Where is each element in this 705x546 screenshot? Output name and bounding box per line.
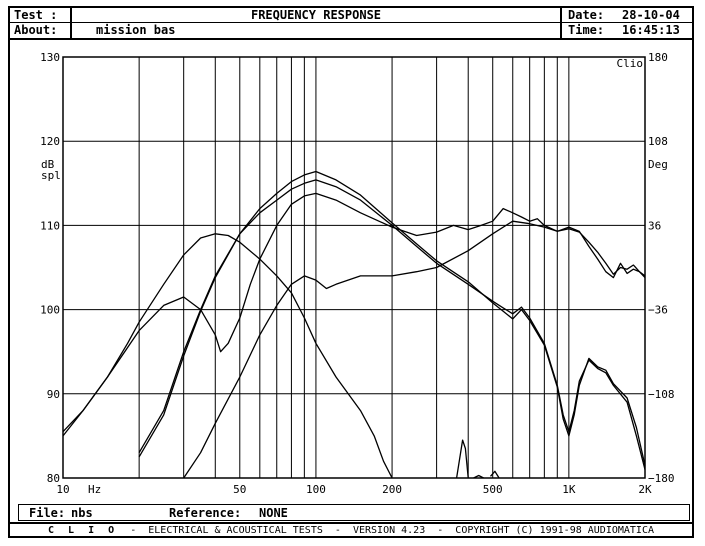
y-tick-label: 90 <box>47 388 60 401</box>
y-tick-label: 100 <box>40 304 60 317</box>
clio-corner-label: Clio <box>617 57 644 70</box>
file-value: nbs <box>71 506 93 520</box>
x-tick-label: 100 <box>306 483 326 496</box>
y-axis-unit-label: spl <box>41 169 61 182</box>
y2-axis-label: Deg <box>648 158 668 171</box>
header-divider <box>560 8 562 38</box>
date-label: Date: <box>568 8 605 22</box>
response-curve <box>455 439 469 479</box>
response-curve <box>138 179 646 470</box>
header: Test : FREQUENCY RESPONSE About: mission… <box>10 8 692 40</box>
header-row-divider <box>10 22 692 23</box>
response-curve <box>62 233 393 479</box>
clio-window: Test : FREQUENCY RESPONSE About: mission… <box>8 6 694 538</box>
y2-tick-label: −36 <box>648 304 668 317</box>
y2-tick-label: 180 <box>648 51 668 64</box>
series-layer <box>62 170 646 479</box>
reference-value: NONE <box>259 506 288 520</box>
x-tick-label: 10 <box>56 483 69 496</box>
header-divider <box>70 8 72 38</box>
copyright-bar: C L I O - ELECTRICAL & ACOUSTICAL TESTS … <box>10 522 692 536</box>
about-label: About: <box>14 23 58 37</box>
response-curve <box>138 170 646 466</box>
plot-border <box>62 56 646 479</box>
x-axis-unit-label: Hz <box>88 483 101 496</box>
chart-title: FREQUENCY RESPONSE <box>250 8 382 22</box>
file-label: File: <box>29 506 66 520</box>
x-tick-label: 50 <box>233 483 246 496</box>
x-tick-label: 500 <box>483 483 503 496</box>
response-curve <box>62 192 646 437</box>
time-label: Time: <box>568 23 605 37</box>
test-label: Test : <box>14 8 58 22</box>
chart-grid <box>62 56 646 479</box>
x-tick-label: 2K <box>638 483 652 496</box>
y2-tick-label: 108 <box>648 135 668 148</box>
y2-tick-label: 36 <box>648 219 661 232</box>
y-tick-label: 80 <box>47 472 60 485</box>
copyright-text: - ELECTRICAL & ACOUSTICAL TESTS - VERSIO… <box>130 525 654 536</box>
y-tick-label: 120 <box>40 135 60 148</box>
time-value: 16:45:13 <box>622 23 680 37</box>
x-tick-label: 1K <box>562 483 576 496</box>
y-tick-label: 110 <box>40 219 60 232</box>
reference-label: Reference: <box>169 506 242 520</box>
response-curve <box>183 220 646 479</box>
about-value: mission bas <box>96 23 176 37</box>
response-curve <box>490 470 500 479</box>
y-tick-label: 130 <box>40 51 60 64</box>
file-info-bar: File: nbs Reference: NONE <box>18 504 690 521</box>
response-curve <box>473 474 484 479</box>
y-axis-label: dB <box>41 158 55 171</box>
y2-tick-label: −108 <box>648 388 675 401</box>
axis-labels: 80 90 100 110 120 130 −180 −108 −36 36 108 180 10 50 1… <box>40 51 674 496</box>
y2-tick-label: −180 <box>648 472 675 485</box>
clio-brand: C L I O <box>48 525 119 536</box>
x-tick-label: 200 <box>382 483 402 496</box>
date-value: 28-10-04 <box>622 8 680 22</box>
